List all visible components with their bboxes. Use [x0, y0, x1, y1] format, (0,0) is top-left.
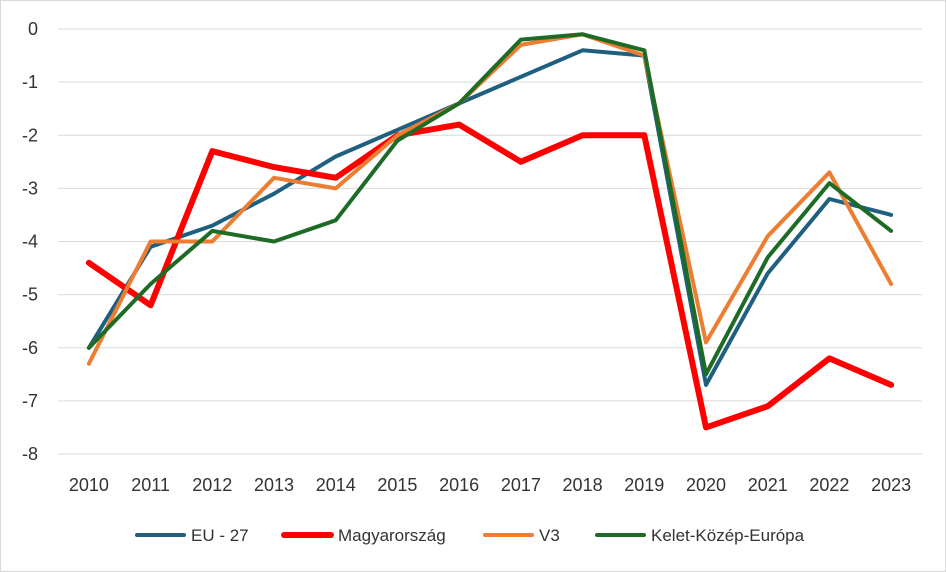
y-tick-label: -3	[22, 178, 38, 198]
y-tick-label: -2	[22, 125, 38, 145]
series-line-4	[86, 32, 894, 377]
legend-item: V3	[483, 526, 560, 545]
y-tick-label: -7	[22, 391, 38, 411]
x-tick-label: 2018	[563, 475, 603, 495]
series-line-2	[85, 121, 895, 431]
y-tick-label: -4	[22, 232, 38, 252]
x-tick-label: 2021	[748, 475, 788, 495]
y-tick-label: 0	[28, 19, 38, 39]
x-axis-ticks: 2010 2011 2012 2013 2014 2015 2016 2017 2018 2019…	[69, 475, 911, 495]
legend-item: EU - 27	[135, 526, 249, 545]
series-line-3	[86, 32, 894, 366]
x-tick-label: 2016	[439, 475, 479, 495]
x-tick-label: 2013	[254, 475, 294, 495]
x-tick-label: 2012	[192, 475, 232, 495]
y-tick-label: -6	[22, 338, 38, 358]
x-tick-label: 2015	[377, 475, 417, 495]
x-tick-label: 2020	[686, 475, 726, 495]
legend-item: Kelet-Közép-Európa	[595, 526, 805, 545]
y-tick-label: -5	[22, 285, 38, 305]
x-tick-label: 2019	[624, 475, 664, 495]
y-tick-label: -8	[22, 444, 38, 464]
legend: EU - 27 Magyarország V3 Kelet-Közép-Európa	[135, 526, 805, 545]
x-tick-label: 2011	[131, 475, 170, 495]
legend-label: Magyarország	[338, 526, 446, 545]
legend-label: V3	[539, 526, 560, 545]
x-tick-label: 2023	[871, 475, 911, 495]
gridlines	[58, 28, 922, 455]
x-tick-label: 2022	[809, 475, 849, 495]
x-tick-label: 2017	[501, 475, 541, 495]
x-tick-label: 2010	[69, 475, 109, 495]
series-line-1	[86, 48, 894, 387]
legend-label: Kelet-Közép-Európa	[651, 526, 805, 545]
legend-label: EU - 27	[191, 526, 249, 545]
legend-item: Magyarország	[281, 526, 446, 545]
y-axis-ticks: 0 -1 -2 -3 -4 -5 -6 -7 -8	[22, 19, 38, 464]
x-tick-label: 2014	[316, 475, 356, 495]
y-tick-label: -1	[22, 72, 38, 92]
series-lines	[85, 32, 895, 431]
